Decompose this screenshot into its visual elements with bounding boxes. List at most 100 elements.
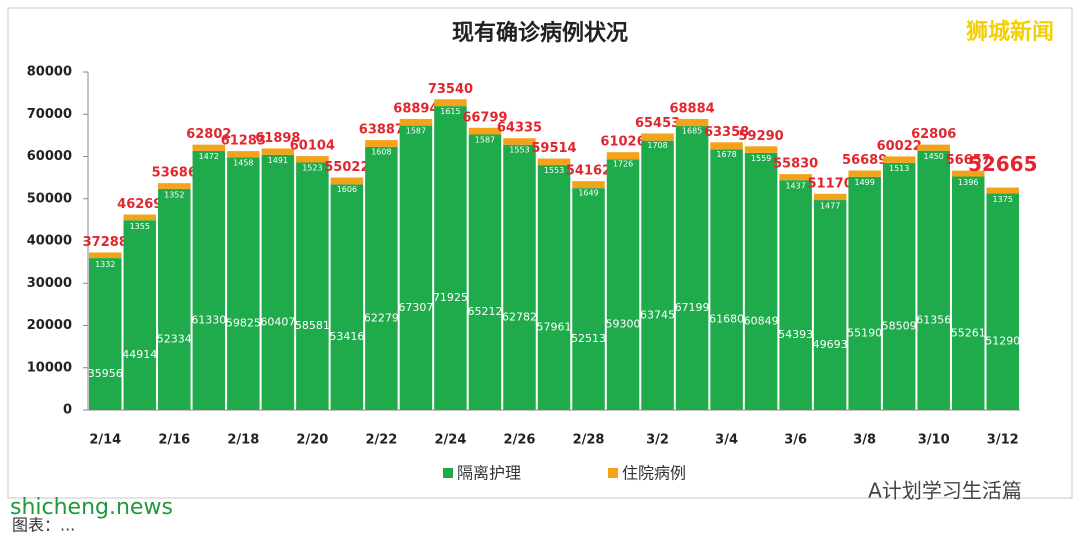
bar-segment (158, 183, 191, 189)
data-label: 35956 (88, 367, 123, 380)
x-tick-label: 2/16 (158, 433, 190, 448)
total-label: 59290 (738, 129, 783, 144)
data-label: 1523 (302, 164, 322, 173)
data-label: 1553 (544, 166, 564, 175)
x-tick-label: 2/20 (296, 433, 328, 448)
data-label: 1491 (268, 156, 288, 165)
caption: 图表：... (12, 516, 75, 535)
bar-segment (848, 170, 881, 177)
total-label: 73540 (428, 82, 473, 97)
data-label: 55261 (951, 326, 986, 339)
bar-segment (227, 157, 260, 410)
data-label: 58509 (882, 319, 917, 332)
bar-segment (296, 162, 329, 410)
total-label: 61283 (221, 134, 266, 149)
y-tick-label: 0 (63, 403, 72, 418)
x-tick-label: 3/8 (853, 433, 876, 448)
total-label: 52665 (968, 152, 1038, 176)
bar-segment (89, 252, 122, 259)
data-label: 1396 (958, 178, 978, 187)
data-label: 55190 (847, 326, 882, 339)
watermark: A计划学习生活篇 (868, 479, 1022, 503)
bar-segment (710, 149, 743, 411)
x-tick-label: 2/14 (89, 433, 121, 448)
x-tick-label: 3/4 (715, 433, 738, 448)
bar-segment (537, 158, 571, 166)
bar-segment (468, 134, 502, 410)
data-label: 61330 (191, 313, 226, 326)
data-label: 52334 (157, 332, 192, 345)
x-tick-label: 2/22 (365, 433, 397, 448)
chart-title: 现有确诊病例状况 (452, 20, 628, 46)
total-label: 66799 (462, 110, 507, 125)
total-label: 68884 (669, 101, 714, 116)
data-label: 67307 (398, 301, 433, 314)
bar-segment (572, 188, 605, 410)
bar-segment (261, 148, 295, 155)
total-label: 61026 (600, 135, 645, 150)
data-label: 49693 (813, 338, 848, 351)
bar-segment (744, 146, 778, 153)
data-label: 53416 (329, 330, 364, 343)
bar-segment (365, 140, 398, 147)
data-label: 65212 (467, 305, 502, 318)
data-label: 1513 (889, 164, 909, 173)
data-label: 60407 (260, 315, 295, 328)
total-label: 59514 (531, 141, 576, 156)
data-label: 1615 (440, 107, 460, 116)
total-label: 64335 (497, 121, 542, 136)
data-label: 1472 (199, 152, 219, 161)
total-label: 63358 (704, 125, 749, 140)
data-label: 1332 (95, 260, 115, 269)
total-label: 54162 (566, 164, 611, 179)
data-label: 1477 (820, 201, 840, 210)
data-label: 67199 (675, 301, 710, 314)
data-label: 1437 (785, 182, 805, 191)
data-label: 1726 (613, 160, 633, 169)
data-label: 1678 (716, 150, 736, 159)
legend-label: 隔离护理 (457, 464, 521, 483)
x-tick-label: 3/10 (918, 433, 950, 448)
bar-segment (123, 220, 157, 410)
data-label: 71925 (433, 291, 468, 304)
bar-segment (951, 170, 985, 177)
data-label: 1352 (164, 191, 184, 200)
bar-segment (123, 214, 157, 221)
data-label: 1649 (578, 189, 598, 198)
bar-segment (227, 151, 260, 158)
x-tick-label: 2/28 (573, 433, 605, 448)
x-tick-label: 2/26 (504, 433, 536, 448)
total-label: 65453 (635, 116, 680, 131)
bar-segment (813, 200, 847, 410)
total-label: 60022 (877, 139, 922, 154)
total-label: 61898 (255, 131, 300, 146)
data-label: 61356 (916, 313, 951, 326)
data-label: 57961 (537, 321, 572, 334)
bar-segment (503, 138, 536, 145)
data-label: 60849 (744, 314, 779, 327)
bar-segment (192, 144, 226, 151)
total-label: 68894 (393, 101, 438, 116)
bar-segment (710, 142, 743, 150)
total-label: 62802 (186, 127, 231, 142)
data-label: 63745 (640, 308, 675, 321)
bar-segment (89, 258, 122, 410)
y-tick-label: 30000 (27, 276, 72, 291)
y-tick-label: 40000 (27, 234, 72, 249)
bar-segment (986, 187, 1019, 194)
total-label: 55830 (773, 157, 818, 172)
y-tick-label: 80000 (27, 65, 72, 80)
data-label: 1375 (993, 195, 1013, 204)
bar-segment (399, 125, 433, 410)
data-label: 1450 (924, 152, 944, 161)
data-label: 62782 (502, 310, 537, 323)
data-label: 1606 (337, 185, 357, 194)
bar-segment (365, 146, 398, 411)
data-label: 54393 (778, 328, 813, 341)
bar-segment (744, 152, 778, 411)
bar-segment (813, 193, 847, 201)
data-label: 1499 (854, 178, 874, 187)
bar-segment (882, 162, 916, 410)
y-tick-label: 50000 (27, 191, 72, 206)
